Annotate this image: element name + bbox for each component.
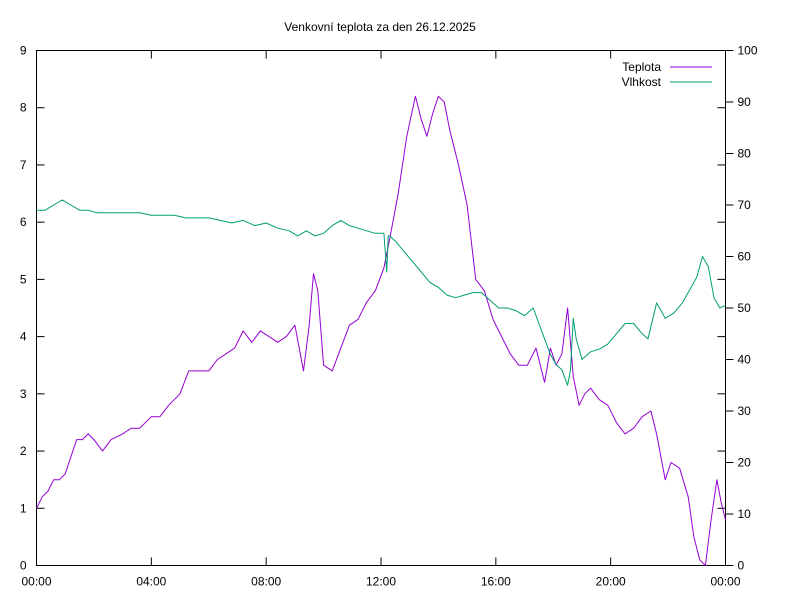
x-tick-label: 04:00 — [136, 575, 166, 589]
legend-label-teplota: Teplota — [622, 60, 661, 74]
left-tick-label: 7 — [20, 158, 27, 172]
right-tick-label: 20 — [738, 456, 752, 470]
right-tick-label: 80 — [738, 147, 752, 161]
series-line-vlhkost — [36, 199, 726, 386]
left-tick-label: 9 — [20, 44, 27, 58]
left-tick-label: 0 — [20, 559, 27, 573]
right-tick-label: 60 — [738, 250, 752, 264]
series-layer — [36, 95, 726, 566]
x-tick-label: 16:00 — [481, 575, 511, 589]
right-tick-label: 10 — [738, 507, 752, 521]
x-tick-label: 20:00 — [596, 575, 626, 589]
series-line-teplota — [36, 95, 726, 566]
left-tick-label: 5 — [20, 272, 27, 286]
x-tick-label: 00:00 — [21, 575, 51, 589]
left-tick-label: 1 — [20, 501, 27, 515]
left-axis: 0 1 2 3 4 5 6 7 8 9 — [20, 44, 726, 573]
right-tick-label: 100 — [738, 44, 758, 58]
right-axis: 0 10 20 30 40 50 60 70 80 90 100 — [725, 44, 758, 573]
left-tick-label: 6 — [20, 215, 27, 229]
legend-label-vlhkost: Vlhkost — [622, 75, 662, 89]
right-tick-label: 0 — [738, 559, 745, 573]
left-tick-label: 2 — [20, 444, 27, 458]
left-tick-label: 8 — [20, 101, 27, 115]
chart-title: Venkovní teplota za den 26.12.2025 — [284, 20, 476, 34]
right-tick-label: 70 — [738, 198, 752, 212]
left-tick-label: 3 — [20, 387, 27, 401]
right-tick-label: 30 — [738, 404, 752, 418]
x-tick-label: 08:00 — [251, 575, 281, 589]
right-tick-label: 50 — [738, 301, 752, 315]
left-tick-label: 4 — [20, 330, 27, 344]
x-tick-label: 00:00 — [710, 575, 740, 589]
x-axis: 00:00 04:00 08:00 12:00 16:00 20:00 00:00 — [21, 50, 741, 589]
plot-area-border — [36, 50, 726, 566]
right-tick-label: 90 — [738, 95, 752, 109]
right-tick-label: 40 — [738, 353, 752, 367]
x-tick-label: 12:00 — [366, 575, 396, 589]
